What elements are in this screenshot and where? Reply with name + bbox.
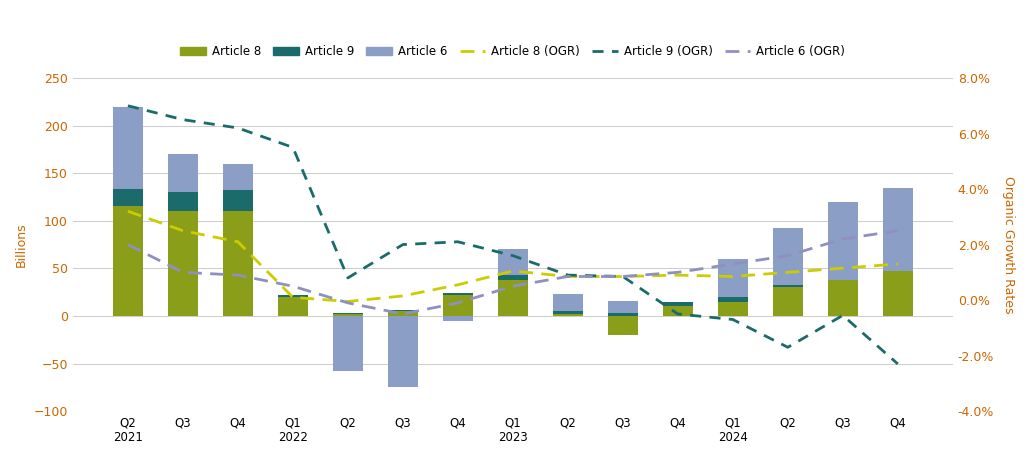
Bar [553,314,583,316]
Bar [497,280,528,316]
Bar [883,269,913,271]
Bar [662,307,693,316]
Bar [168,154,198,192]
Bar [278,295,308,297]
Bar [333,314,363,316]
Bar [828,202,858,280]
Bar [772,285,803,287]
Bar [113,190,143,207]
Bar [443,293,473,295]
Bar [387,311,418,316]
Bar [772,287,803,316]
Bar [608,313,638,316]
Bar [662,302,693,307]
Bar [497,249,528,275]
Bar [772,229,803,285]
Y-axis label: Organic Growth Rates: Organic Growth Rates [1002,176,1015,313]
Bar [718,302,748,316]
Bar [718,297,748,302]
Bar [113,106,143,190]
Bar [828,280,858,316]
Bar [718,259,748,297]
Bar [222,190,253,211]
Bar [553,311,583,314]
Bar [608,301,638,313]
Bar [443,295,473,316]
Bar [168,192,198,211]
Bar [387,316,418,387]
Y-axis label: Billions: Billions [15,222,28,267]
Legend: Article 8, Article 9, Article 6, Article 8 (OGR), Article 9 (OGR), Article 6 (OG: Article 8, Article 9, Article 6, Article… [176,40,850,63]
Bar [333,316,363,371]
Bar [443,316,473,321]
Bar [222,211,253,316]
Bar [608,316,638,335]
Bar [222,164,253,190]
Bar [168,211,198,316]
Bar [387,310,418,311]
Bar [553,294,583,311]
Bar [883,269,913,316]
Bar [113,207,143,316]
Bar [333,313,363,314]
Bar [278,297,308,316]
Bar [883,188,913,271]
Bar [497,275,528,280]
